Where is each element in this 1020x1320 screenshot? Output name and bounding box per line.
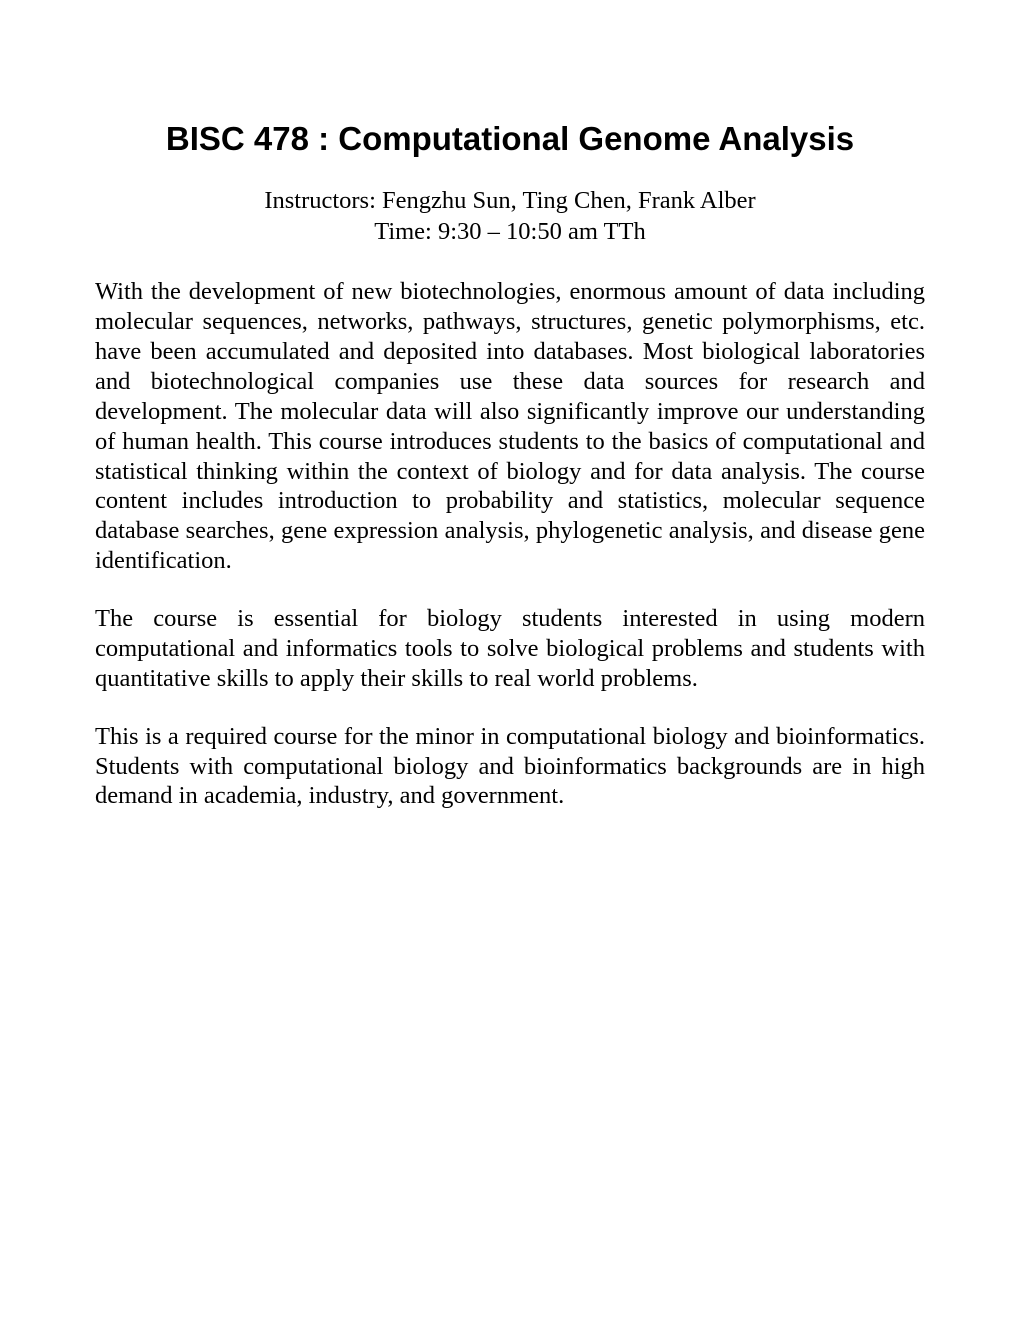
paragraph-2: The course is essential for biology stud… [95,604,925,694]
paragraph-3: This is a required course for the minor … [95,722,925,812]
time-line: Time: 9:30 – 10:50 am TTh [95,217,925,248]
course-title: BISC 478 : Computational Genome Analysis [95,120,925,158]
paragraph-1: With the development of new biotechnolog… [95,277,925,576]
instructors-line: Instructors: Fengzhu Sun, Ting Chen, Fra… [95,186,925,217]
